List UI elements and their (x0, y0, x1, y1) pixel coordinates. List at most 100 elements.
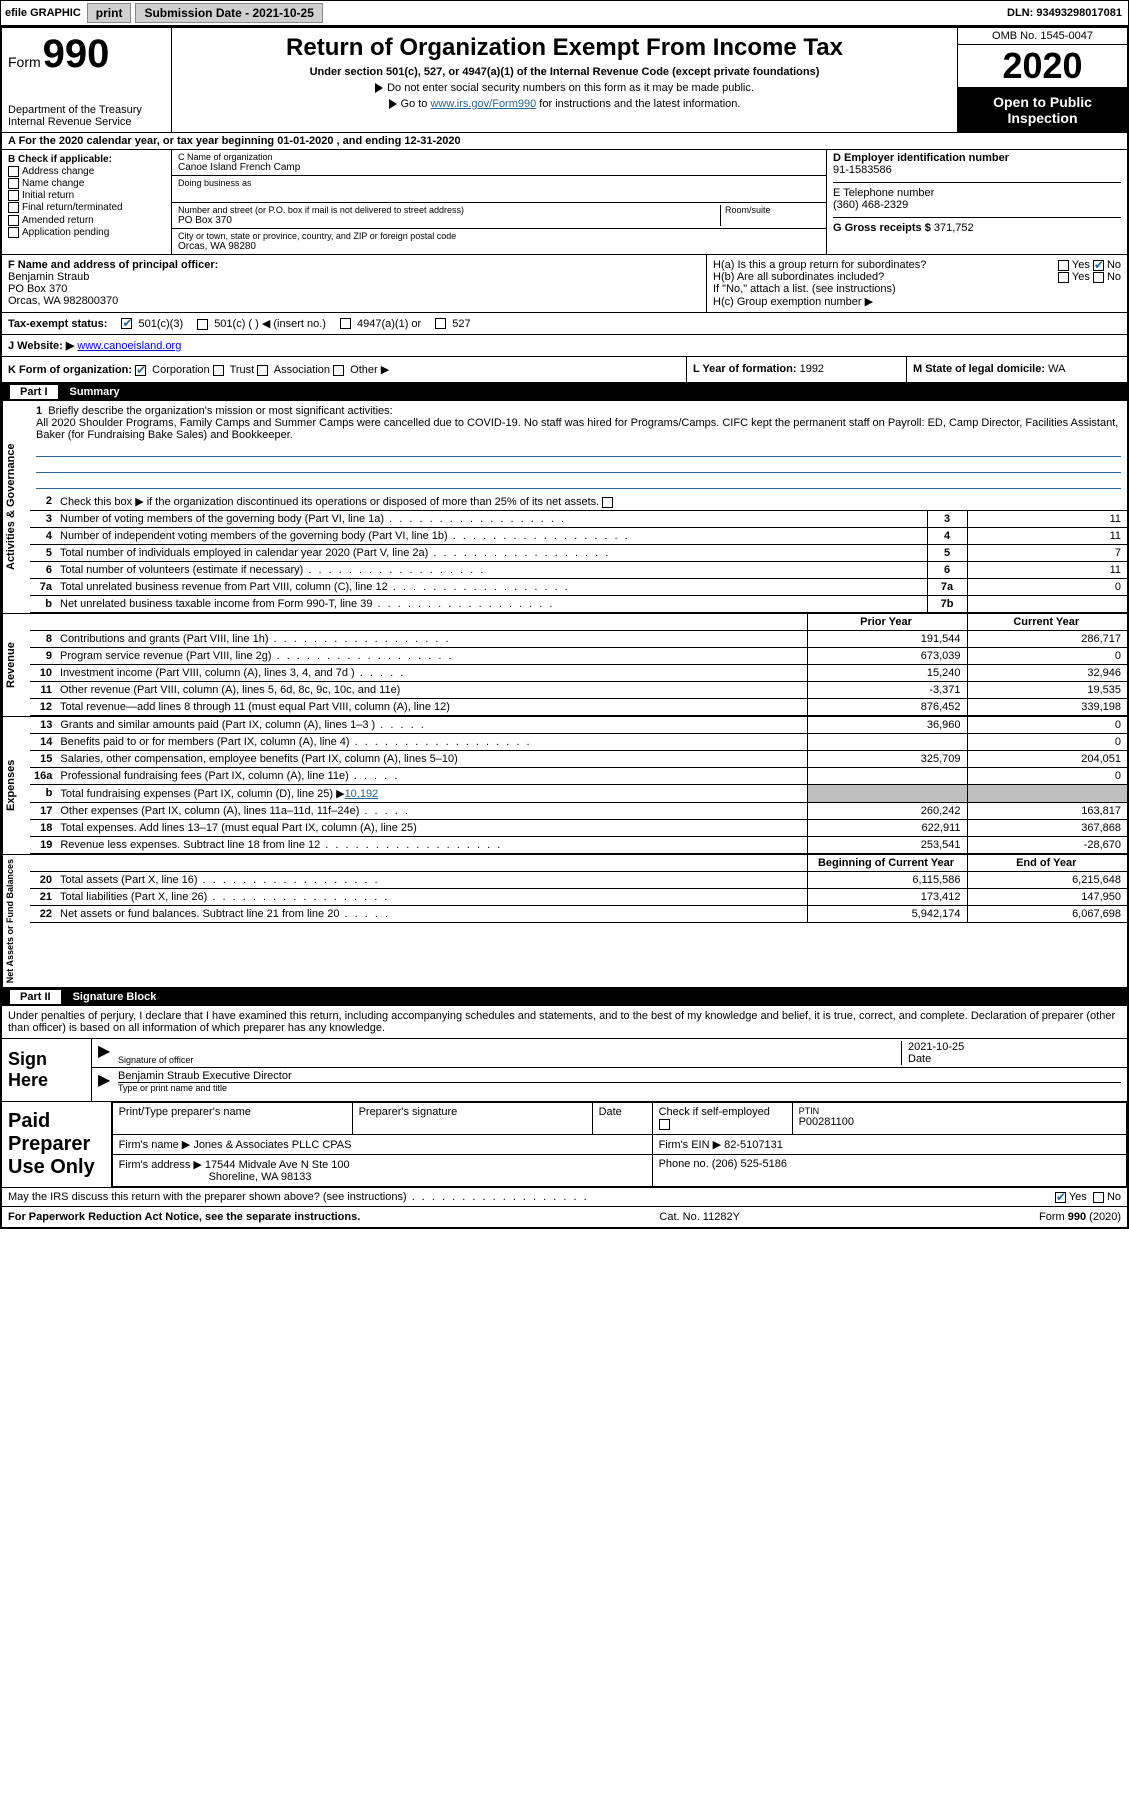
cb-application-pending[interactable]: Application pending (8, 227, 165, 238)
form-990-document: Form990 Department of the Treasury Inter… (0, 26, 1129, 1229)
ssn-warning-text: Do not enter social security numbers on … (387, 82, 754, 94)
l16b-value-link[interactable]: 10,192 (345, 788, 379, 800)
part-ii-num: Part II (10, 990, 61, 1004)
l12-prior: 876,452 (807, 699, 967, 716)
firm-addr-label: Firm's address ▶ (119, 1159, 202, 1171)
line-9: 9Program service revenue (Part VIII, lin… (30, 648, 1127, 665)
cb-trust[interactable] (213, 365, 224, 376)
l7a-value: 0 (967, 579, 1127, 596)
yes-label: Yes (1069, 1191, 1087, 1203)
part-i-title: Summary (70, 386, 120, 398)
self-emp-label: Check if self-employed (659, 1106, 770, 1118)
ha-yes-cb[interactable] (1058, 260, 1069, 271)
dba-label: Doing business as (178, 178, 820, 188)
discuss-with-preparer-row: May the IRS discuss this return with the… (2, 1187, 1127, 1206)
l16b-current-shaded (967, 785, 1127, 803)
paid-preparer-label: Paid Preparer Use Only (2, 1102, 112, 1187)
m-value: WA (1048, 363, 1065, 375)
officer-group-row: F Name and address of principal officer:… (2, 255, 1127, 313)
yes-label: Yes (1072, 271, 1090, 283)
gross-receipts-block: G Gross receipts $ 371,752 (833, 217, 1121, 234)
ha-no-cb[interactable] (1093, 260, 1104, 271)
l20-desc: Total assets (Part X, line 16) (56, 872, 807, 889)
ruled-line (36, 475, 1121, 489)
l3-desc: Number of voting members of the governin… (56, 511, 927, 528)
l17-prior: 260,242 (807, 803, 967, 820)
sig-officer-label: Signature of officer (118, 1055, 901, 1065)
ssn-warning: Do not enter social security numbers on … (180, 82, 949, 94)
city-cell: City or town, state or province, country… (172, 229, 826, 254)
cb-other[interactable] (333, 365, 344, 376)
hc-row: H(c) Group exemption number ▶ (713, 295, 1121, 308)
cb-corporation[interactable] (135, 365, 146, 376)
l4-value: 11 (967, 528, 1127, 545)
l10-prior: 15,240 (807, 665, 967, 682)
cb-final-return[interactable]: Final return/terminated (8, 202, 165, 213)
l-label: L Year of formation: (693, 363, 797, 375)
firm-phone-label: Phone no. (659, 1158, 709, 1170)
l5-desc: Total number of individuals employed in … (56, 545, 927, 562)
officer-name-title: Benjamin Straub Executive Director (118, 1070, 1121, 1082)
cb-address-change[interactable]: Address change (8, 166, 165, 177)
net-assets-section: Net Assets or Fund Balances Beginning of… (2, 855, 1127, 988)
m-label: M State of legal domicile: (913, 363, 1045, 375)
l20-end: 6,215,648 (967, 872, 1127, 889)
firm-addr2: Shoreline, WA 98133 (209, 1171, 312, 1183)
arrow-icon (375, 83, 383, 93)
l10-desc: Investment income (Part VIII, column (A)… (56, 665, 807, 682)
cb-amended-return[interactable]: Amended return (8, 215, 165, 226)
l13-prior: 36,960 (807, 717, 967, 734)
l7a-desc: Total unrelated business revenue from Pa… (56, 579, 927, 596)
print-button[interactable]: print (87, 3, 132, 23)
sign-here-grid: Sign Here ▶ Signature of officer 2021-10… (2, 1038, 1127, 1101)
goto-text: Go to (401, 98, 431, 110)
irs-form990-link[interactable]: www.irs.gov/Form990 (430, 98, 536, 110)
catalog-number: Cat. No. 11282Y (659, 1211, 740, 1223)
cb-association[interactable] (257, 365, 268, 376)
rev-col-headers: Prior YearCurrent Year (30, 614, 1127, 631)
cb-label: Initial return (22, 190, 74, 201)
line-10: 10Investment income (Part VIII, column (… (30, 665, 1127, 682)
perjury-declaration: Under penalties of perjury, I declare th… (2, 1006, 1127, 1038)
preparer-row-2: Firm's name ▶ Jones & Associates PLLC CP… (112, 1134, 1126, 1154)
l-year-formation: L Year of formation: 1992 (687, 357, 907, 382)
cb-initial-return[interactable]: Initial return (8, 190, 165, 201)
cb-527[interactable] (435, 318, 446, 329)
l9-current: 0 (967, 648, 1127, 665)
current-year-hdr: Current Year (967, 614, 1127, 631)
part-ii-title: Signature Block (73, 991, 157, 1003)
l21-end: 147,950 (967, 889, 1127, 906)
hb-yes-cb[interactable] (1058, 272, 1069, 283)
line-7b: bNet unrelated business taxable income f… (30, 596, 1127, 613)
preparer-row-1: Print/Type preparer's name Preparer's si… (112, 1103, 1126, 1134)
cb-self-employed[interactable] (659, 1119, 670, 1130)
cb-501c3[interactable] (121, 318, 132, 329)
header-title-block: Return of Organization Exempt From Incom… (172, 28, 957, 132)
part-i-header: Part I Summary (2, 383, 1127, 401)
l2-checkbox[interactable] (602, 497, 613, 508)
gross-receipts-label: G Gross receipts $ (833, 222, 931, 234)
yes-label: Yes (1072, 259, 1090, 271)
officer-name: Benjamin Straub (8, 271, 700, 283)
expenses-table: 13Grants and similar amounts paid (Part … (30, 717, 1127, 854)
cb-discuss-yes[interactable] (1055, 1192, 1066, 1203)
opt-other: Other ▶ (350, 364, 389, 376)
l16a-prior (807, 768, 967, 785)
pt-date-cell: Date (592, 1103, 652, 1134)
tax-period-row: A For the 2020 calendar year, or tax yea… (2, 133, 1127, 150)
cb-name-change[interactable]: Name change (8, 178, 165, 189)
cb-4947[interactable] (340, 318, 351, 329)
header-right: OMB No. 1545-0047 2020 Open to Public In… (957, 28, 1127, 132)
hb-no-cb[interactable] (1093, 272, 1104, 283)
h-b-row: H(b) Are all subordinates included? Yes … (713, 271, 1121, 283)
form-number-footer: Form 990 (2020) (1039, 1211, 1121, 1223)
cb-501c[interactable] (197, 319, 208, 330)
part-i-num: Part I (10, 385, 58, 399)
l13-current: 0 (967, 717, 1127, 734)
website-link[interactable]: www.canoeisland.org (77, 340, 181, 352)
part-ii-header: Part II Signature Block (2, 988, 1127, 1006)
submission-date-button[interactable]: Submission Date - 2021-10-25 (135, 3, 322, 23)
cb-discuss-no[interactable] (1093, 1192, 1104, 1203)
l11-desc: Other revenue (Part VIII, column (A), li… (56, 682, 807, 699)
irs-label: Internal Revenue Service (8, 116, 165, 128)
